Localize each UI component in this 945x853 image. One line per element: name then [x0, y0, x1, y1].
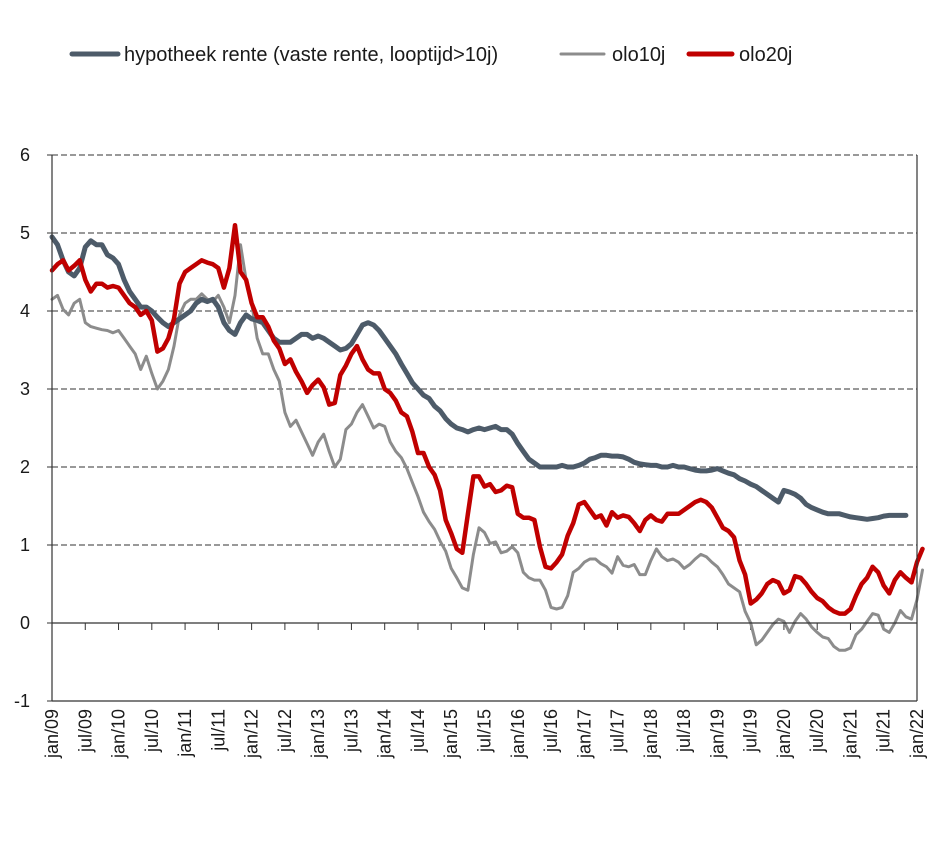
legend-item-olo20j[interactable]: olo20j	[686, 44, 792, 66]
y-tick-label-7: 6	[20, 145, 30, 165]
x-tick-label-17: jul/17	[608, 709, 628, 753]
x-tick-label-2: jan/10	[109, 709, 129, 759]
chart-legend: hypotheek rente (vaste rente, looptijd>1…	[69, 44, 792, 66]
x-tick-label-1: jul/09	[75, 709, 95, 753]
x-tick-label-4: jan/11	[175, 709, 195, 758]
x-tick-label-15: jul/16	[541, 709, 561, 753]
x-tick-label-22: jan/20	[774, 709, 794, 759]
x-tick-label-23: jul/20	[807, 709, 827, 753]
y-tick-label-0: -1	[14, 691, 30, 711]
legend-item-hypotheek-rente[interactable]: hypotheek rente (vaste rente, looptijd>1…	[69, 44, 498, 66]
y-tick-label-2: 1	[20, 535, 30, 555]
x-tick-label-12: jan/15	[441, 709, 461, 759]
x-tick-label-18: jan/18	[641, 709, 661, 759]
series-line-hypotheek-rente-vaste-rente-looptijd-10j	[49, 234, 909, 522]
series-lines	[49, 222, 925, 652]
x-tick-label-11: jul/14	[408, 709, 428, 753]
x-tick-label-8: jan/13	[308, 709, 328, 759]
x-tick-label-13: jul/15	[475, 709, 495, 753]
x-tick-label-10: jan/14	[375, 709, 395, 759]
y-axis-ticks: -1 0 1 2 3 4 5 6	[14, 145, 52, 711]
y-tick-label-5: 4	[20, 301, 30, 321]
series-line-olo20j	[49, 222, 925, 616]
x-tick-label-7: jul/12	[275, 709, 295, 753]
x-tick-label-16: jan/17	[574, 709, 594, 759]
series-line-olo10j	[50, 243, 924, 652]
legend-label-hypotheek-rente: hypotheek rente (vaste rente, looptijd>1…	[124, 44, 498, 66]
legend-label-olo20j: olo20j	[739, 44, 792, 66]
y-tick-label-6: 5	[20, 223, 30, 243]
x-tick-label-19: jul/18	[674, 709, 694, 753]
y-tick-label-1: 0	[20, 613, 30, 633]
gridlines	[52, 154, 917, 546]
y-tick-label-4: 3	[20, 379, 30, 399]
x-tick-label-25: jul/21	[874, 709, 894, 753]
plot-axes	[51, 155, 918, 702]
x-tick-label-5: jul/11	[208, 709, 228, 752]
x-tick-label-14: jan/16	[508, 709, 528, 759]
x-tick-label-21: jul/19	[741, 709, 761, 753]
x-tick-label-6: jan/12	[242, 709, 262, 759]
legend-label-olo10j: olo10j	[612, 44, 665, 66]
legend-item-olo10j[interactable]: olo10j	[559, 44, 665, 66]
x-tick-label-26: jan/22	[907, 709, 927, 759]
x-tick-label-3: jul/10	[142, 709, 162, 753]
x-axis-ticks: jan/09 jul/09 jan/10 jul/10 jan/11 jul/11 jan/…	[42, 623, 927, 759]
x-tick-label-9: jul/13	[341, 709, 361, 753]
y-tick-label-3: 2	[20, 457, 30, 477]
x-tick-label-20: jan/19	[707, 709, 727, 759]
x-tick-label-0: jan/09	[42, 709, 62, 759]
x-tick-label-24: jan/21	[840, 709, 860, 759]
